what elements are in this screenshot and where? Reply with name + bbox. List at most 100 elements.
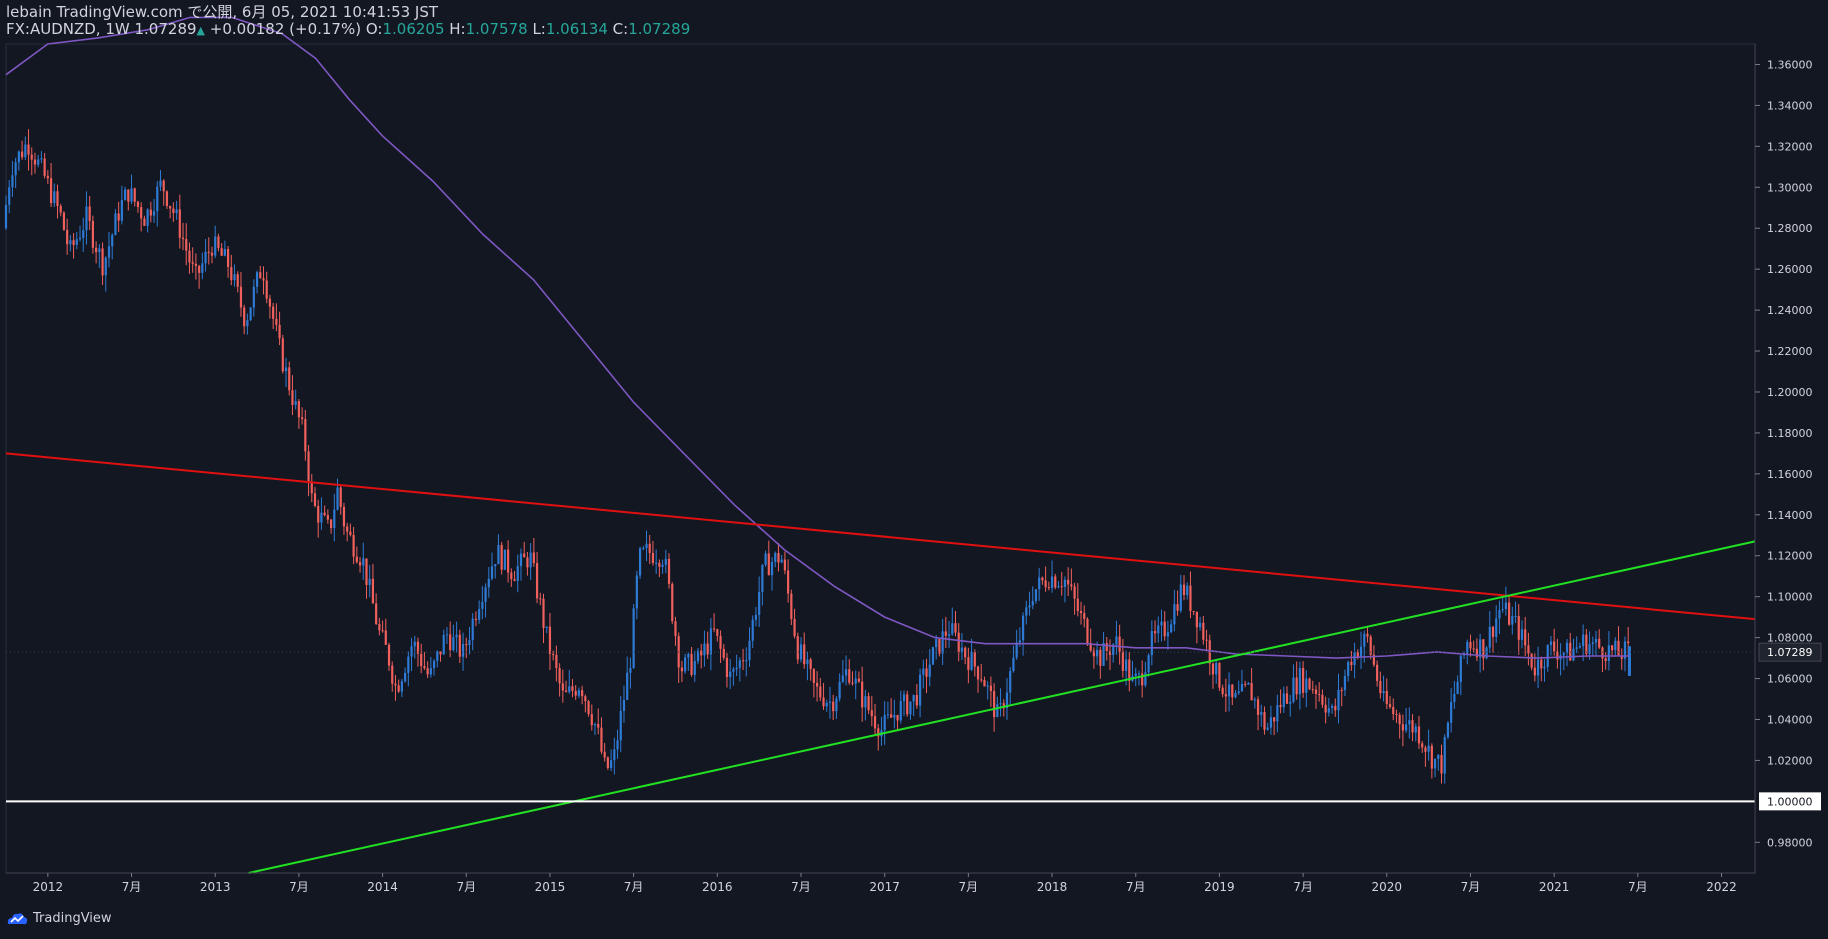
- candle-body: [1102, 643, 1105, 666]
- candle-body: [1530, 653, 1533, 668]
- candle-body: [812, 669, 815, 683]
- candle-body: [667, 558, 671, 584]
- candle-body: [651, 552, 655, 563]
- x-tick-label: 7月: [791, 880, 811, 894]
- candle-body: [133, 188, 136, 202]
- candle-body: [906, 694, 909, 715]
- candle-body: [764, 553, 767, 565]
- x-tick-label: 7月: [456, 880, 476, 894]
- candle-body: [1240, 683, 1244, 692]
- candle-body: [1627, 641, 1630, 644]
- candle-body: [400, 681, 403, 692]
- candle-body: [642, 548, 645, 550]
- candle-body: [1002, 703, 1005, 709]
- candle-body: [1292, 677, 1295, 702]
- candle-body: [1520, 629, 1524, 640]
- y-tick-label: 1.30000: [1767, 181, 1813, 194]
- candle-body: [1031, 600, 1034, 606]
- candle-body: [220, 248, 223, 256]
- candle-body: [143, 218, 146, 226]
- candle-body: [88, 206, 91, 221]
- candle-body: [970, 651, 973, 670]
- candle-body: [1256, 699, 1260, 715]
- candle-body: [867, 696, 870, 711]
- candle-body: [1350, 661, 1353, 666]
- candle-body: [1166, 632, 1170, 637]
- candle-body: [404, 672, 407, 682]
- candle-body: [30, 154, 33, 160]
- x-tick-label: 7月: [1628, 880, 1648, 894]
- candle-body: [140, 207, 143, 219]
- candle-body: [1192, 611, 1195, 613]
- candle-body: [78, 237, 82, 240]
- candle-body: [854, 678, 857, 684]
- candle-body: [986, 685, 989, 687]
- candle-body: [223, 249, 226, 256]
- candle-body: [439, 651, 442, 655]
- candle-body: [996, 704, 999, 718]
- candle-body: [1305, 678, 1308, 693]
- candle-body: [1459, 655, 1462, 682]
- candle-body: [53, 191, 56, 204]
- candle-body: [1617, 640, 1620, 656]
- x-tick-label: 2019: [1204, 880, 1235, 894]
- candle-body: [1321, 694, 1324, 705]
- candle-body: [1086, 618, 1089, 643]
- candle-body: [915, 694, 918, 706]
- candle-body: [716, 629, 719, 636]
- candle-body: [815, 682, 819, 687]
- candle-body: [838, 681, 841, 699]
- candle-body: [622, 699, 626, 711]
- candle-body: [371, 578, 375, 604]
- candle-body: [632, 608, 635, 669]
- candle-body: [1453, 693, 1456, 702]
- candle-body: [912, 694, 915, 702]
- last-price-box: [1758, 642, 1822, 662]
- candle-body: [413, 641, 416, 647]
- candle-body: [684, 657, 687, 672]
- resistance-trendline: [5, 452, 1756, 621]
- footer: TradingView: [6, 911, 112, 926]
- candle-body: [1150, 631, 1153, 656]
- candle-body: [1234, 693, 1237, 698]
- candle-body: [564, 690, 568, 692]
- candle-body: [597, 724, 600, 728]
- candle-body: [365, 558, 368, 586]
- candle-body: [1279, 705, 1282, 708]
- candle-body: [59, 206, 62, 213]
- candle-body: [790, 593, 793, 619]
- up-arrow-icon: ▲: [196, 24, 205, 37]
- candle-body: [1353, 652, 1356, 666]
- candle-body: [870, 710, 873, 717]
- candle-body: [1495, 618, 1498, 637]
- candle-body: [1623, 641, 1627, 659]
- candle-body: [1359, 646, 1363, 658]
- candle-body: [741, 660, 745, 662]
- candle-body: [635, 575, 638, 609]
- candle-body: [993, 691, 996, 718]
- candle-body: [873, 716, 877, 729]
- candle-body: [1443, 737, 1446, 774]
- candle-body: [152, 211, 156, 216]
- candle-body: [178, 209, 181, 238]
- candle-body: [844, 669, 848, 676]
- candle-body: [883, 715, 886, 731]
- candle-body: [288, 367, 291, 391]
- last-candle: [1627, 646, 1631, 676]
- candle-body: [465, 644, 468, 646]
- candle-body: [120, 200, 123, 221]
- candle-body: [999, 703, 1002, 705]
- candle-body: [851, 682, 854, 684]
- candle-body: [738, 660, 741, 668]
- candle-body: [1588, 644, 1591, 654]
- candle-body: [111, 234, 114, 247]
- candle-body: [1041, 577, 1044, 581]
- x-tick-label: 2022: [1706, 880, 1737, 894]
- candle-body: [732, 669, 735, 672]
- candle-body: [735, 667, 738, 670]
- candle-body: [925, 668, 928, 677]
- candle-body: [1379, 680, 1382, 694]
- candle-body: [1134, 673, 1137, 676]
- candle-body: [1231, 684, 1234, 698]
